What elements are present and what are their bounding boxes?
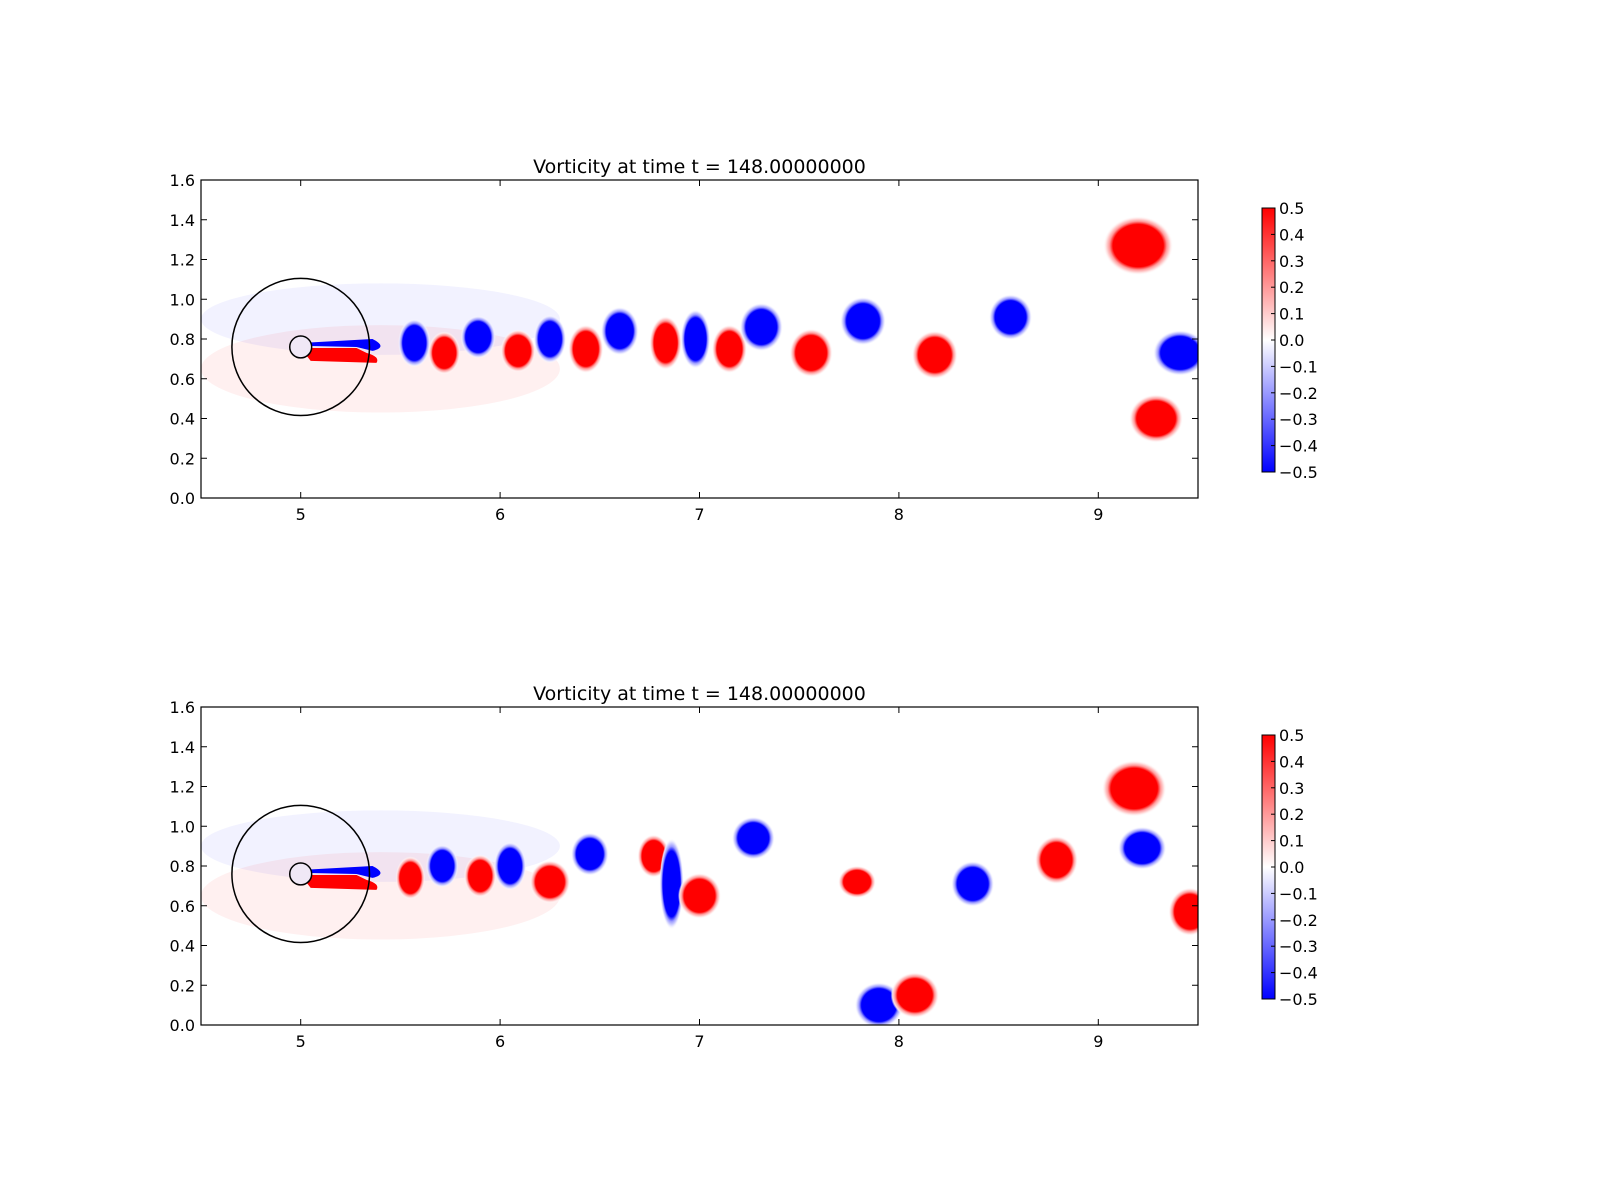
vortex-negative (680, 309, 711, 369)
colorbar-tick-label: 0.1 (1279, 832, 1304, 851)
colorbar-tick-label: −0.5 (1279, 990, 1318, 1009)
vortex-negative (731, 816, 775, 860)
outer-circle (231, 804, 371, 944)
y-tick-label: 0.8 (170, 330, 195, 349)
x-tick-label: 7 (694, 505, 704, 524)
vortex-negative (951, 861, 995, 907)
y-tick-label: 1.0 (170, 290, 195, 309)
vortex-positive (1034, 835, 1078, 885)
vortex-negative (398, 318, 431, 368)
vorticity-plot-bottom: 5 6 7 8 9 0.0 0.2 0.4 0.6 0.8 1.0 1.2 1.4 1.6 Vorticit… (170, 683, 1318, 1051)
colorbar-tick-label: 0.4 (1279, 752, 1304, 771)
vortex-negative (493, 841, 527, 891)
y-tick-label: 1.6 (170, 171, 195, 190)
colorbar-tick-label: 0.2 (1279, 805, 1304, 824)
vortex-negative (570, 832, 609, 876)
vortex-negative (739, 302, 783, 352)
x-tick-label: 8 (894, 1032, 904, 1051)
shear-layer-upper (300, 339, 381, 351)
colorbar-tick-label: −0.2 (1279, 384, 1318, 403)
y-tick-label: 0.6 (170, 370, 195, 389)
vortex-positive (395, 856, 426, 900)
vortex-positive (890, 972, 940, 1018)
y-tick-label: 1.2 (170, 251, 195, 270)
y-tick-label: 0.6 (170, 897, 195, 916)
vortex-positive (911, 330, 958, 380)
x-tick-label: 8 (894, 505, 904, 524)
x-tick-label: 7 (694, 1032, 704, 1051)
vortex-positive (649, 316, 682, 370)
vortex-positive (428, 331, 461, 375)
shear-layer-upper (300, 866, 381, 878)
vortex-negative (1117, 826, 1167, 870)
outer-circle (231, 277, 371, 417)
colorbar-tick-label: 0.0 (1279, 331, 1304, 350)
vortex-positive (1168, 887, 1198, 936)
vortex-negative (659, 838, 684, 930)
colorbar-tick-label: −0.3 (1279, 937, 1318, 956)
vortex-positive (711, 324, 747, 374)
y-tick-label: 0.0 (170, 1016, 195, 1035)
vortex-positive (500, 329, 536, 373)
colorbar-tick-label: −0.3 (1279, 410, 1318, 429)
vortex-negative (533, 314, 567, 364)
vortex-positive (677, 873, 722, 919)
vortex-negative (600, 306, 639, 356)
vortex-positive (1101, 760, 1167, 817)
vortex-positive (1129, 394, 1184, 443)
y-tick-label: 0.2 (170, 449, 195, 468)
colorbar-tick-label: 0.1 (1279, 305, 1304, 324)
colorbar-tick-label: 0.3 (1279, 779, 1304, 798)
chart-title: Vorticity at time t = 148.00000000 (533, 683, 866, 705)
cylinder (288, 862, 313, 886)
colorbar-tick-label: 0.0 (1279, 858, 1304, 877)
vortex-positive (529, 860, 571, 904)
colorbar-tick-label: 0.3 (1279, 252, 1304, 271)
colorbar-tick-label: −0.1 (1279, 884, 1318, 903)
x-tick-label: 6 (495, 505, 505, 524)
x-tick-label: 6 (495, 1032, 505, 1051)
x-tick-label: 9 (1093, 505, 1103, 524)
vortex-negative (840, 296, 886, 346)
vortex-positive (464, 854, 497, 898)
x-tick-label: 5 (296, 505, 306, 524)
y-tick-label: 1.4 (170, 211, 195, 230)
vortex-positive (1103, 216, 1174, 276)
y-tick-label: 1.0 (170, 817, 195, 836)
colorbar-tick-label: 0.4 (1279, 225, 1304, 244)
y-tick-label: 0.4 (170, 937, 195, 956)
shear-layer-lower (300, 347, 378, 363)
vorticity-plot-top: 5 6 7 8 9 0.0 0.2 0.4 0.6 0.8 1.0 1.2 1.4 1.6 Vorticit… (170, 156, 1318, 524)
y-tick-label: 1.6 (170, 698, 195, 717)
y-tick-label: 0.4 (170, 410, 195, 429)
colorbar-tick-label: −0.4 (1279, 437, 1318, 456)
colorbar-tick-label: −0.2 (1279, 911, 1318, 930)
x-tick-label: 5 (296, 1032, 306, 1051)
x-tick-label: 9 (1093, 1032, 1103, 1051)
vortex-negative (426, 844, 459, 888)
y-tick-label: 1.4 (170, 738, 195, 757)
plot-area (201, 707, 1198, 1025)
cylinder (288, 335, 313, 359)
vortex-positive (838, 865, 876, 898)
y-tick-label: 0.8 (170, 857, 195, 876)
colorbar-tick-label: 0.5 (1279, 199, 1304, 218)
colorbar-tick-label: −0.4 (1279, 964, 1318, 983)
y-tick-label: 1.2 (170, 778, 195, 797)
chart-title: Vorticity at time t = 148.00000000 (533, 156, 866, 178)
colorbar-tick-label: −0.1 (1279, 357, 1318, 376)
shear-layer-lower (300, 874, 378, 890)
vortex-positive (568, 324, 604, 374)
vortex-negative (989, 294, 1033, 340)
colorbar-tick-label: 0.2 (1279, 278, 1304, 297)
vortex-negative (460, 315, 496, 359)
colorbar-tick-label: −0.5 (1279, 463, 1318, 482)
vortex-negative (1153, 330, 1198, 376)
colorbar-tick-label: 0.5 (1279, 726, 1304, 745)
vortex-positive (789, 328, 833, 378)
y-tick-label: 0.2 (170, 976, 195, 995)
y-tick-label: 0.0 (170, 489, 195, 508)
vorticity-field (201, 216, 1198, 443)
